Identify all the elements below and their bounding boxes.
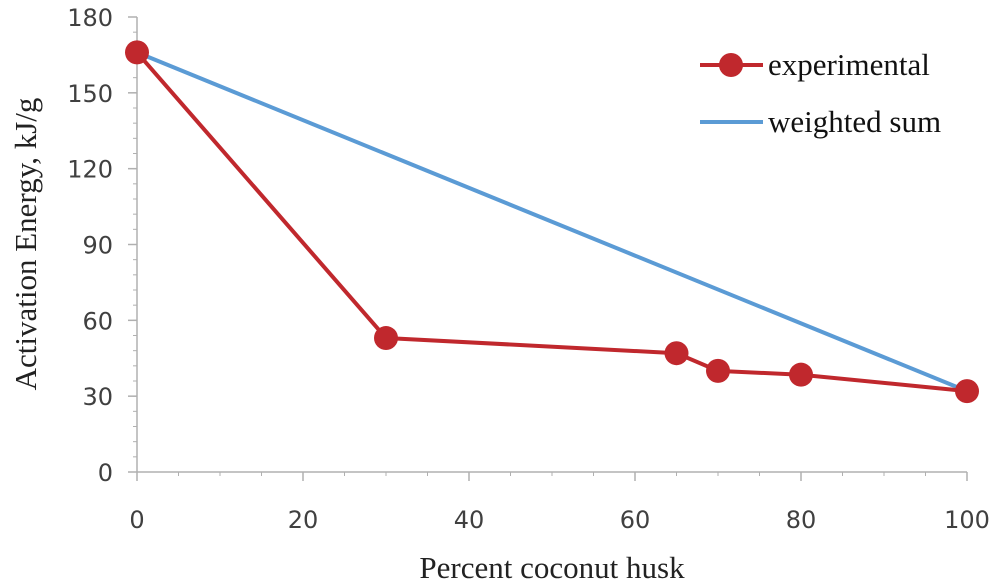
legend: experimental weighted sum [700, 47, 941, 139]
x-tick-label: 80 [786, 506, 817, 534]
x-tick-label: 60 [620, 506, 651, 534]
x-tick-label: 20 [288, 506, 319, 534]
x-tick-label: 40 [454, 506, 485, 534]
experimental-data-point [374, 326, 398, 351]
x-tick-label: 100 [944, 506, 990, 534]
y-tick-label: 150 [67, 80, 113, 108]
x-tick-label: 0 [129, 506, 144, 534]
experimental-data-point [706, 358, 730, 383]
experimental-data-point [664, 341, 689, 366]
experimental-data-point [125, 40, 149, 65]
y-tick-label: 180 [67, 4, 113, 32]
experimental-legend-marker [719, 53, 743, 77]
experimental-series-line [135, 51, 968, 394]
experimental-data-point [789, 362, 813, 387]
y-tick-label: 30 [82, 383, 113, 411]
x-axis-title: Percent coconut husk [419, 550, 685, 585]
y-tick-label: 60 [82, 307, 113, 335]
y-tick-label: 120 [67, 156, 113, 184]
series-layer [125, 40, 979, 404]
y-axis-title: Activation Energy, kJ/g [8, 98, 43, 391]
weighted-sum-legend-label: weighted sum [768, 104, 941, 139]
axes: 0 30 60 90 120 150 180 0 20 40 60 80 100 [67, 4, 990, 534]
y-tick-label: 0 [98, 459, 113, 487]
y-tick-label: 90 [82, 232, 113, 260]
weighted-sum-series-line [136, 50, 968, 393]
experimental-legend-label: experimental [768, 47, 930, 82]
experimental-data-point [955, 379, 979, 404]
